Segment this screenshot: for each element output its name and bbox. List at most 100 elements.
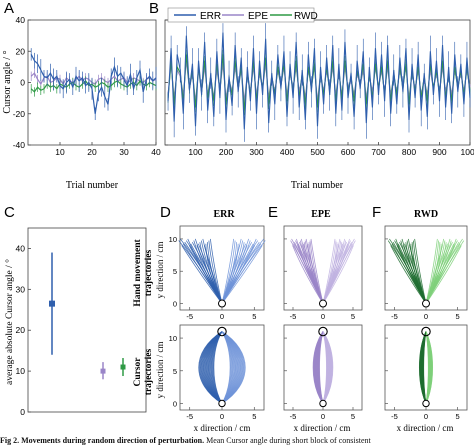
panel-b-xtick-label: 100 [188, 147, 202, 157]
panel-b-xtick-label: 700 [371, 147, 385, 157]
panel-b-xlabel: Trial number [291, 180, 344, 191]
caption-title: Movements during random direction of per… [21, 436, 205, 445]
panel-b-xtick-label: 600 [341, 147, 355, 157]
xtick-label-rwd-cursor: 0 [424, 412, 428, 421]
trajectory-rwd-cursor [419, 331, 427, 404]
frame-epe-hand [283, 225, 363, 311]
start-target-err-hand [218, 299, 226, 308]
panel-b-xtick-label: 400 [280, 147, 294, 157]
end-target-epe-cursor [318, 326, 328, 337]
trajectory-rwd-hand [389, 238, 427, 304]
panel-label-a: A [4, 0, 14, 17]
panel-c-ytick-label: 20 [16, 325, 26, 335]
panel-b-xtick-label: 500 [310, 147, 324, 157]
trajectory-err-cursor [221, 331, 246, 404]
trajectory-err-hand [221, 245, 263, 304]
cursor-ylabel: y direction / cm [155, 342, 165, 399]
panel-c-ytick-label: 30 [16, 284, 26, 294]
start-target-rwd-cursor [422, 399, 430, 408]
hand-ylabel: y direction / cm [155, 242, 165, 299]
trajectory-err-hand [209, 238, 223, 304]
group-heading-rwd: RWD [414, 209, 438, 220]
panel-b-xtick-label: 900 [432, 147, 446, 157]
trajectory-epe-hand [290, 240, 324, 304]
panel-a-ylabel: Cursor angle / ° [2, 50, 13, 113]
trajectory-rwd-hand [425, 238, 463, 304]
panel-c-ytick-label: 10 [16, 366, 26, 376]
panel-epe-cursor: -5 0 5 [283, 324, 363, 421]
caption-label: Fig 2. [0, 436, 20, 445]
frame-epe-cursor [283, 324, 363, 411]
trajectory-epe-hand [310, 238, 324, 304]
trajectory-err-hand [221, 238, 235, 304]
end-target-err-cursor [217, 326, 227, 337]
xtick-label-err-cursor: 5 [252, 412, 256, 421]
frame-rwd-cursor [384, 324, 468, 411]
panel-c-ylabel: average absolute Cursor angle / ° [4, 259, 15, 385]
xlabel-err: x direction / cm [194, 423, 251, 433]
panel-label-d: D [160, 204, 171, 221]
panel-c-ytick-label: 0 [20, 407, 25, 417]
panel-a-ytick-label: -40 [13, 140, 26, 150]
trajectory-err-hand [178, 240, 223, 304]
xtick-label-epe-hand: -5 [290, 312, 297, 321]
trajectories-rwd-hand [387, 238, 465, 304]
panel-a-chart: -40 -20 0 20 40 10 20 30 40 Cursor angle / ° [2, 15, 161, 157]
panel-a-xtick-label: 10 [55, 147, 65, 157]
xtick-label-err-cursor: 0 [220, 412, 224, 421]
ytick-label-err-hand: 5 [173, 267, 177, 276]
panel-a-xtick-label: 40 [151, 147, 161, 157]
panel-b-xtick-label: 200 [219, 147, 233, 157]
legend-err-label: ERR [200, 11, 221, 22]
start-target-rwd-hand [422, 299, 430, 308]
trajectory-err-hand [221, 238, 265, 304]
row-label-cursor-2: trajectories [144, 348, 154, 395]
panel-b-xtick-label: 800 [402, 147, 416, 157]
xtick-label-err-hand: -5 [186, 312, 193, 321]
row-label-hand-1: Hand movement [133, 239, 143, 307]
group-heading-epe: EPE [311, 209, 331, 220]
row-label-cursor-1: Cursor [133, 357, 143, 387]
panel-label-f: F [372, 204, 381, 221]
xtick-label-err-hand: 5 [252, 312, 256, 321]
panel-label-e: E [268, 204, 278, 221]
panel-label-c: C [4, 204, 15, 221]
panel-b-series-err [167, 32, 471, 130]
trajectory-err-hand [221, 240, 266, 304]
panel-b-xtick-label: 300 [249, 147, 263, 157]
group-heading-err: ERR [213, 209, 235, 220]
frame-err-cursor [179, 324, 265, 411]
xtick-label-epe-cursor: -5 [290, 412, 297, 421]
panel-a-ytick-label: -20 [13, 109, 26, 119]
panel-c-ytick-label: 40 [16, 243, 26, 253]
trajectory-epe-hand [322, 240, 356, 304]
ytick-label-err-hand: 0 [173, 300, 177, 309]
trajectory-err-cursor [198, 331, 223, 404]
xlabel-rwd: x direction / cm [397, 423, 454, 433]
xtick-label-rwd-cursor: -5 [391, 412, 398, 421]
frame-rwd-hand [384, 225, 468, 311]
panel-b-chart: 100 200 300 400 500 600 700 800 900 1000 Trial nu… [164, 19, 474, 191]
trajectory-err-hand [179, 238, 223, 304]
legend-rwd-label: RWD [294, 11, 318, 22]
panel-c-marker-rwd [120, 364, 126, 370]
panel-rwd-cursor: -5 0 5 [384, 324, 468, 421]
panel-a-ytick-label: 0 [20, 78, 25, 88]
xtick-label-epe-hand: 5 [351, 312, 355, 321]
start-target-epe-cursor [319, 399, 327, 408]
panel-a-xtick-label: 30 [119, 147, 129, 157]
panel-err-hand: -5 0 5 0 5 10 [169, 225, 266, 321]
xtick-label-rwd-hand: 5 [455, 312, 459, 321]
xlabel-epe: x direction / cm [294, 423, 351, 433]
panel-rwd-hand: -5 0 5 [384, 225, 468, 321]
trajectory-rwd-hand [390, 245, 427, 304]
trajectory-rwd-hand [425, 245, 462, 304]
caption-text: Mean Cursor angle during short block of … [206, 436, 371, 445]
xtick-label-rwd-cursor: 5 [455, 412, 459, 421]
trajectory-rwd-hand [387, 240, 427, 304]
trajectories-epe-hand [290, 238, 356, 304]
trajectories-epe-cursor [312, 331, 334, 404]
trajectory-epe-hand [322, 245, 354, 304]
ytick-label-err-cursor: 0 [173, 399, 177, 408]
